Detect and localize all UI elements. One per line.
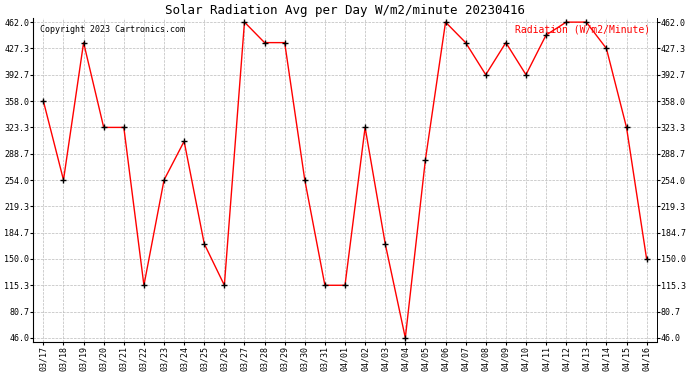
Text: Radiation (W/m2/Minute): Radiation (W/m2/Minute) bbox=[515, 25, 651, 35]
Text: Copyright 2023 Cartronics.com: Copyright 2023 Cartronics.com bbox=[39, 25, 184, 34]
Title: Solar Radiation Avg per Day W/m2/minute 20230416: Solar Radiation Avg per Day W/m2/minute … bbox=[165, 4, 525, 17]
